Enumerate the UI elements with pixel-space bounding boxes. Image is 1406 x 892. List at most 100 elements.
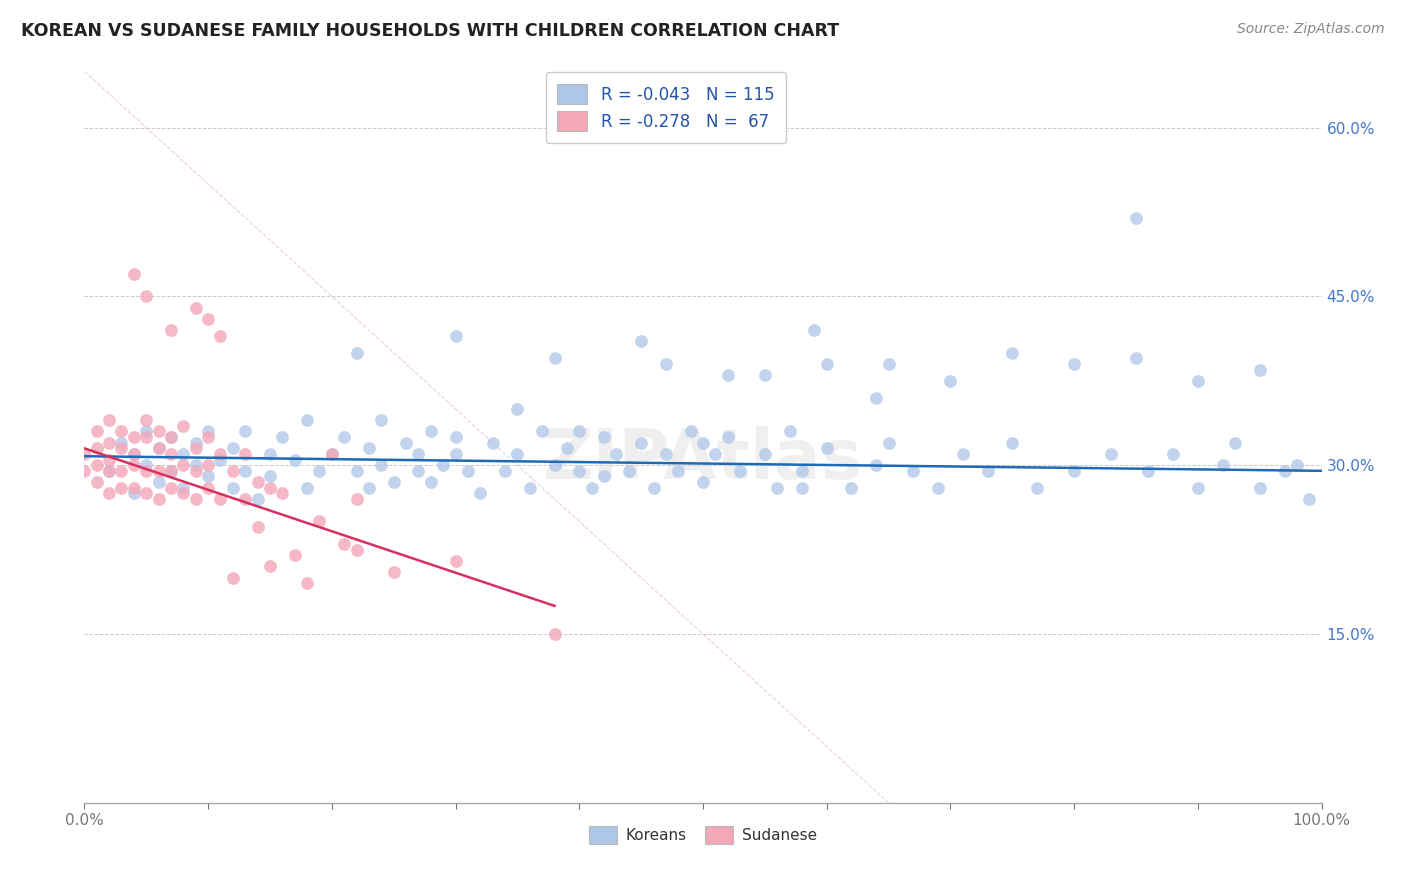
- Point: [432, 458, 454, 473]
- Point: [704, 447, 727, 461]
- Point: [197, 312, 219, 326]
- Point: [506, 401, 529, 416]
- Point: [135, 486, 157, 500]
- Point: [408, 464, 430, 478]
- Point: [444, 328, 467, 343]
- Point: [110, 435, 132, 450]
- Point: [172, 481, 194, 495]
- Point: [148, 491, 170, 506]
- Point: [865, 458, 887, 473]
- Text: ZIPAtlas: ZIPAtlas: [543, 425, 863, 492]
- Point: [692, 475, 714, 489]
- Point: [160, 447, 183, 461]
- Point: [86, 458, 108, 473]
- Point: [259, 481, 281, 495]
- Point: [666, 464, 689, 478]
- Point: [841, 481, 863, 495]
- Point: [865, 391, 887, 405]
- Point: [939, 374, 962, 388]
- Point: [160, 464, 183, 478]
- Point: [1187, 481, 1209, 495]
- Point: [233, 491, 256, 506]
- Point: [308, 515, 330, 529]
- Point: [370, 413, 392, 427]
- Point: [321, 447, 343, 461]
- Point: [172, 458, 194, 473]
- Point: [73, 464, 96, 478]
- Point: [1063, 464, 1085, 478]
- Point: [419, 425, 441, 439]
- Point: [543, 351, 565, 366]
- Point: [184, 435, 207, 450]
- Point: [110, 425, 132, 439]
- Point: [148, 442, 170, 456]
- Point: [122, 481, 145, 495]
- Point: [295, 481, 318, 495]
- Point: [160, 430, 183, 444]
- Point: [233, 464, 256, 478]
- Point: [98, 413, 121, 427]
- Point: [295, 576, 318, 591]
- Point: [1125, 351, 1147, 366]
- Point: [98, 435, 121, 450]
- Point: [382, 475, 405, 489]
- Point: [927, 481, 949, 495]
- Point: [98, 464, 121, 478]
- Point: [86, 475, 108, 489]
- Point: [444, 430, 467, 444]
- Point: [877, 357, 900, 371]
- Point: [1001, 345, 1024, 359]
- Point: [494, 464, 516, 478]
- Point: [1274, 464, 1296, 478]
- Point: [333, 430, 356, 444]
- Point: [444, 447, 467, 461]
- Point: [1249, 362, 1271, 376]
- Point: [692, 435, 714, 450]
- Point: [877, 435, 900, 450]
- Point: [110, 442, 132, 456]
- Point: [222, 464, 245, 478]
- Point: [233, 447, 256, 461]
- Point: [655, 447, 678, 461]
- Point: [617, 464, 640, 478]
- Point: [1063, 357, 1085, 371]
- Point: [160, 464, 183, 478]
- Point: [209, 452, 232, 467]
- Point: [122, 486, 145, 500]
- Point: [172, 447, 194, 461]
- Point: [581, 481, 603, 495]
- Point: [184, 458, 207, 473]
- Point: [346, 464, 368, 478]
- Point: [357, 481, 380, 495]
- Point: [122, 458, 145, 473]
- Point: [135, 425, 157, 439]
- Point: [754, 368, 776, 383]
- Point: [568, 425, 591, 439]
- Point: [259, 447, 281, 461]
- Point: [271, 430, 294, 444]
- Point: [197, 425, 219, 439]
- Point: [197, 430, 219, 444]
- Point: [815, 357, 838, 371]
- Point: [160, 323, 183, 337]
- Point: [222, 442, 245, 456]
- Point: [246, 475, 269, 489]
- Point: [135, 413, 157, 427]
- Point: [233, 425, 256, 439]
- Point: [184, 301, 207, 315]
- Point: [209, 491, 232, 506]
- Point: [1298, 491, 1320, 506]
- Point: [160, 430, 183, 444]
- Point: [766, 481, 789, 495]
- Point: [531, 425, 554, 439]
- Point: [1099, 447, 1122, 461]
- Point: [86, 442, 108, 456]
- Point: [728, 464, 751, 478]
- Point: [184, 491, 207, 506]
- Point: [1223, 435, 1246, 450]
- Point: [555, 442, 578, 456]
- Point: [543, 627, 565, 641]
- Point: [246, 520, 269, 534]
- Point: [779, 425, 801, 439]
- Point: [444, 554, 467, 568]
